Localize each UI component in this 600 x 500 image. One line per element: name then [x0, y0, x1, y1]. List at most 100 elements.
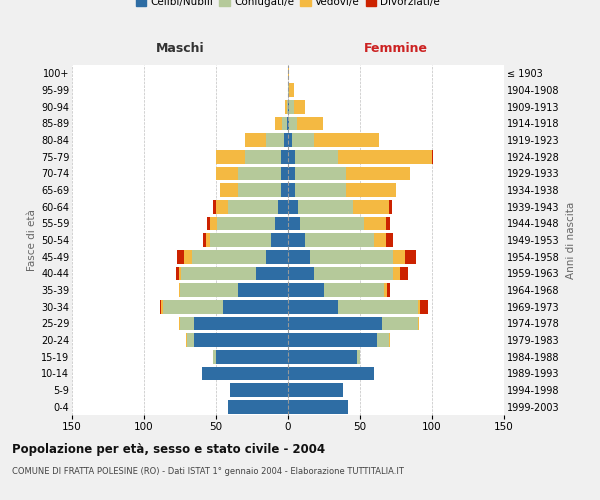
Bar [404, 250, 416, 264]
Bar [353, 200, 389, 213]
Bar [385, 283, 388, 297]
Bar [281, 183, 288, 197]
Bar [161, 300, 163, 314]
Bar [210, 216, 217, 230]
Bar [289, 116, 296, 130]
Bar [177, 250, 184, 264]
Bar [176, 266, 179, 280]
Text: COMUNE DI FRATTA POLESINE (RO) - Dati ISTAT 1° gennaio 2004 - Elaborazione TUTTI: COMUNE DI FRATTA POLESINE (RO) - Dati IS… [12, 468, 404, 476]
Bar [288, 400, 349, 413]
Bar [288, 183, 295, 197]
Bar [238, 166, 281, 180]
Bar [288, 66, 289, 80]
Bar [324, 283, 385, 297]
Bar [210, 233, 271, 247]
Bar [288, 250, 310, 264]
Bar [374, 233, 386, 247]
Bar [364, 216, 386, 230]
Bar [238, 283, 288, 297]
Bar [278, 200, 288, 213]
Bar [275, 116, 282, 130]
Bar [288, 333, 377, 347]
Bar [389, 333, 390, 347]
Bar [160, 300, 161, 314]
Bar [388, 283, 390, 297]
Bar [393, 250, 404, 264]
Bar [288, 150, 295, 164]
Bar [288, 300, 338, 314]
Bar [287, 116, 288, 130]
Bar [282, 116, 287, 130]
Bar [346, 183, 396, 197]
Bar [418, 316, 419, 330]
Bar [310, 250, 393, 264]
Bar [314, 266, 393, 280]
Bar [295, 166, 346, 180]
Bar [346, 166, 410, 180]
Bar [256, 266, 288, 280]
Bar [288, 316, 382, 330]
Bar [357, 350, 360, 364]
Bar [184, 250, 191, 264]
Bar [216, 166, 238, 180]
Bar [288, 233, 305, 247]
Bar [203, 233, 206, 247]
Bar [288, 266, 314, 280]
Bar [186, 333, 187, 347]
Bar [216, 350, 288, 364]
Bar [288, 83, 289, 97]
Bar [181, 266, 256, 280]
Bar [266, 250, 288, 264]
Bar [245, 133, 266, 147]
Bar [338, 300, 418, 314]
Bar [288, 383, 343, 397]
Y-axis label: Anni di nascita: Anni di nascita [566, 202, 577, 278]
Bar [292, 133, 314, 147]
Bar [230, 383, 288, 397]
Text: Popolazione per età, sesso e stato civile - 2004: Popolazione per età, sesso e stato civil… [12, 442, 325, 456]
Bar [432, 150, 433, 164]
Bar [418, 300, 421, 314]
Bar [194, 316, 288, 330]
Bar [305, 233, 374, 247]
Bar [386, 216, 390, 230]
Bar [314, 133, 379, 147]
Bar [281, 166, 288, 180]
Bar [288, 200, 298, 213]
Bar [288, 350, 357, 364]
Bar [202, 366, 288, 380]
Bar [206, 233, 210, 247]
Bar [266, 133, 284, 147]
Bar [275, 216, 288, 230]
Bar [288, 166, 295, 180]
Bar [338, 150, 432, 164]
Bar [295, 150, 338, 164]
Bar [245, 150, 281, 164]
Bar [299, 216, 364, 230]
Bar [281, 150, 288, 164]
Bar [386, 233, 393, 247]
Bar [289, 83, 294, 97]
Bar [285, 100, 287, 114]
Text: Femmine: Femmine [364, 42, 428, 55]
Bar [284, 133, 288, 147]
Bar [194, 333, 288, 347]
Bar [223, 300, 288, 314]
Bar [288, 366, 374, 380]
Bar [294, 100, 305, 114]
Bar [180, 316, 194, 330]
Bar [288, 116, 289, 130]
Bar [208, 216, 210, 230]
Bar [288, 216, 299, 230]
Bar [288, 283, 324, 297]
Bar [271, 233, 288, 247]
Bar [400, 266, 407, 280]
Bar [187, 333, 194, 347]
Bar [421, 300, 428, 314]
Bar [389, 200, 392, 213]
Bar [393, 266, 400, 280]
Bar [288, 133, 292, 147]
Bar [213, 200, 216, 213]
Bar [287, 100, 288, 114]
Bar [220, 183, 238, 197]
